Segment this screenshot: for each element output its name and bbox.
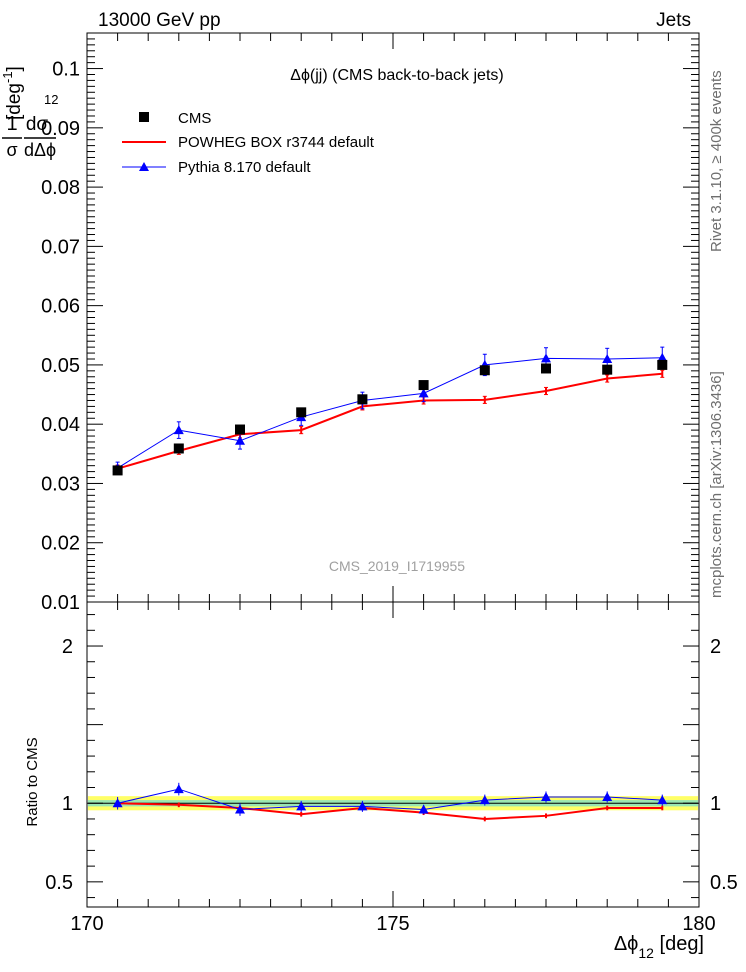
cms-point — [541, 363, 551, 374]
y-tick-label: 0.02 — [41, 533, 80, 555]
main-series — [112, 346, 668, 476]
pythia-ratio-point — [173, 784, 184, 794]
x-tick-label: 170 — [70, 913, 103, 935]
pythia-ratio-point — [296, 801, 307, 811]
side-label-rivet: Rivet 3.1.10, ≥ 400k events — [708, 70, 725, 252]
ylabel-subscript: 12 — [44, 92, 58, 107]
y-tick-label: 0.01 — [41, 592, 80, 614]
header-left: 13000 GeV pp — [98, 10, 221, 31]
legend: CMS POWHEG BOX r3744 default Pythia 8.17… — [122, 110, 375, 176]
cms-point — [602, 364, 613, 375]
pythia-ratio-point — [418, 804, 429, 814]
legend-label-pythia: Pythia 8.170 default — [178, 159, 311, 176]
powheg-ratio-line — [117, 802, 663, 820]
ratio-y-tick-label-left: 1 — [62, 793, 73, 815]
ratio-y-tick-label-right: 0.5 — [710, 872, 738, 894]
y-tick-label: 0.07 — [41, 236, 80, 258]
ratio-y-tick-label-left: 2 — [62, 636, 73, 658]
legend-label-cms: CMS — [178, 110, 211, 127]
pythia-line — [117, 357, 663, 469]
pythia-point — [418, 388, 429, 398]
axis-ticks — [86, 32, 700, 907]
cms-point — [235, 424, 245, 435]
powheg-line — [117, 372, 663, 470]
ratio-y-tick-label-right: 2 — [710, 636, 721, 658]
side-label-mcplots: mcplots.cern.ch [arXiv:1306.3436] — [708, 371, 725, 598]
y-tick-label: 0.1 — [52, 59, 80, 81]
x-axis-title: Δϕ12 [deg] — [614, 933, 704, 961]
y-tick-label: 0.09 — [41, 118, 80, 140]
cms-point — [173, 443, 184, 454]
cms-point — [357, 394, 368, 405]
cms-point — [418, 380, 429, 391]
ylabel-units: [deg-1] — [0, 66, 25, 120]
pythia-point — [541, 353, 551, 363]
y-tick-label: 0.08 — [41, 177, 80, 199]
ratio-y-tick-label-left: 0.5 — [45, 872, 73, 894]
header-right: Jets — [656, 10, 691, 31]
y-tick-label: 0.04 — [41, 414, 80, 436]
ylabel-ddphi: dΔϕ — [24, 140, 56, 160]
axis-tick-labels: 170 175 180 0.01 0.02 0.03 0.04 0.05 0.06 0.07 0.0… — [41, 59, 738, 935]
legend-marker-pythia — [139, 162, 149, 171]
cms-point — [479, 365, 490, 376]
pythia-point — [657, 352, 668, 362]
pythia-ratio-point — [657, 795, 668, 805]
ratio-y-tick-label-right: 1 — [710, 793, 721, 815]
ylabel-sigma: σ — [6, 140, 17, 160]
x-tick-label: 175 — [376, 913, 409, 935]
y-tick-label: 0.03 — [41, 473, 80, 495]
pythia-point — [235, 435, 245, 445]
pythia-ratio-point — [602, 791, 613, 801]
pythia-ratio-point — [541, 791, 551, 801]
ylabel-one: 1 — [6, 113, 17, 135]
pythia-point — [602, 353, 613, 363]
cms-point — [112, 465, 123, 476]
legend-marker-cms — [139, 112, 149, 122]
ratio-series — [112, 782, 668, 822]
ratio-panel-frame — [86, 601, 700, 908]
chart-watermark: CMS_2019_I1719955 — [329, 558, 465, 574]
pythia-ratio-point — [235, 804, 245, 814]
x-tick-label: 180 — [682, 913, 715, 935]
cms-point — [296, 407, 307, 418]
pythia-ratio-point — [357, 801, 368, 811]
ylabel-dsigma: dσ — [26, 114, 49, 135]
y-tick-label: 0.05 — [41, 355, 80, 377]
y-tick-label: 0.06 — [41, 296, 80, 318]
legend-label-powheg: POWHEG BOX r3744 default — [178, 134, 375, 151]
pythia-ratio-line — [117, 788, 663, 811]
pythia-ratio-point — [112, 798, 123, 808]
cms-point — [657, 359, 668, 370]
ratio-y-axis-title: Ratio to CMS — [24, 737, 41, 826]
chart-title: Δϕ(jj) (CMS back-to-back jets) — [290, 67, 503, 84]
pythia-ratio-point — [479, 795, 490, 805]
pythia-point — [173, 425, 184, 435]
main-y-axis-title: 1 σ dσ dΔϕ 12 [deg-1] — [0, 66, 58, 160]
